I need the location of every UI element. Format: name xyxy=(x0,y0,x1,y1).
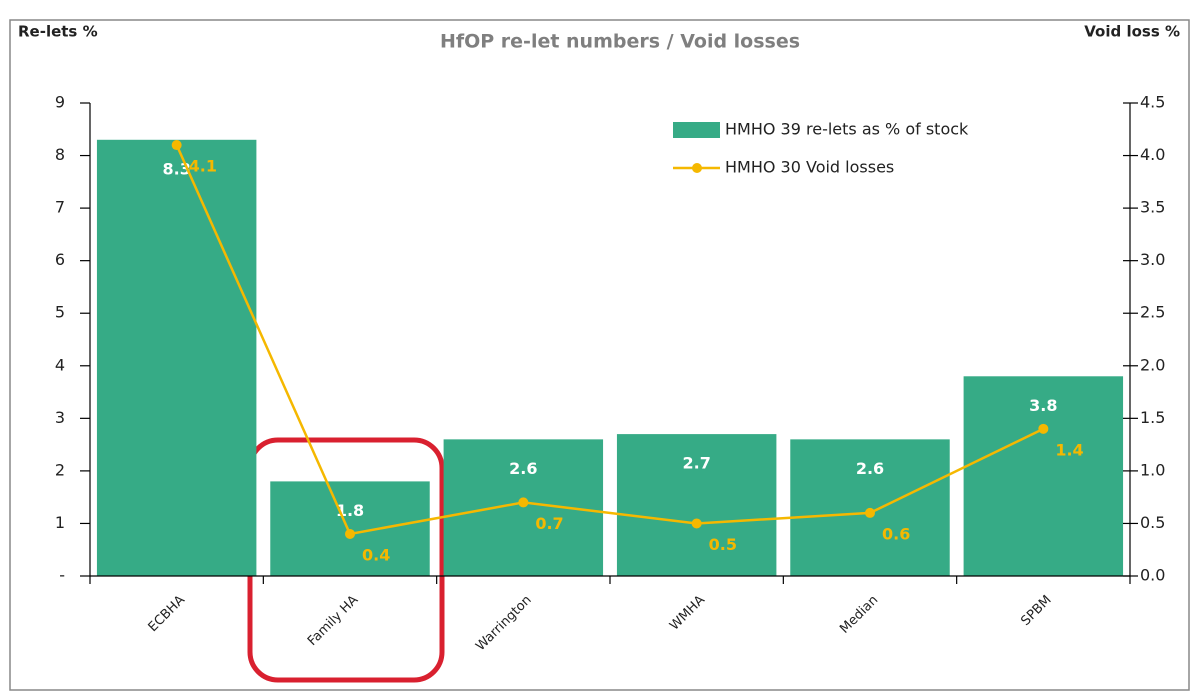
y2-tick-label: 4.0 xyxy=(1140,145,1165,164)
y-tick-label: 4 xyxy=(55,355,65,374)
bar-label: 2.6 xyxy=(856,459,884,478)
legend-label: HMHO 30 Void losses xyxy=(725,158,894,177)
legend-swatch xyxy=(673,122,720,138)
bar xyxy=(790,439,950,576)
line-point xyxy=(518,497,529,508)
legend-label: HMHO 39 re-lets as % of stock xyxy=(725,120,969,139)
line-label: 4.1 xyxy=(189,157,217,176)
y-tick-label: 8 xyxy=(55,145,65,164)
line-point xyxy=(865,507,875,518)
y-tick-label: 6 xyxy=(55,250,65,269)
y2-tick-label: 4.5 xyxy=(1140,93,1165,112)
line-label: 0.5 xyxy=(709,535,737,554)
line-label: 1.4 xyxy=(1055,440,1083,459)
y-axis-label: Re-lets % xyxy=(18,23,98,41)
line-label: 0.7 xyxy=(535,514,563,533)
line-point xyxy=(171,140,182,151)
y-tick-label: 7 xyxy=(55,198,65,217)
line-point xyxy=(1038,423,1049,434)
bar xyxy=(96,139,257,577)
y-tick-label: 3 xyxy=(55,408,65,427)
bar xyxy=(963,376,1124,576)
bar xyxy=(616,434,777,576)
line-point xyxy=(345,528,355,539)
y2-tick-label: 2.5 xyxy=(1140,303,1165,322)
y-tick-label: - xyxy=(59,566,65,585)
y2-tick-label: 3.5 xyxy=(1140,198,1165,217)
line-label: 0.6 xyxy=(882,524,910,543)
y2-tick-label: 2.0 xyxy=(1140,355,1165,374)
bar-label: 8.3 xyxy=(162,159,190,178)
line-point xyxy=(691,518,702,529)
bar xyxy=(270,481,430,576)
y2-tick-label: 0.5 xyxy=(1140,513,1165,532)
bar-label: 2.6 xyxy=(509,459,537,478)
bar-label: 3.8 xyxy=(1029,396,1057,415)
line xyxy=(175,144,1044,536)
y2-tick-label: 3.0 xyxy=(1140,250,1165,269)
legend-swatch xyxy=(692,163,702,173)
y2-tick-label: 1.5 xyxy=(1140,408,1165,427)
bar-label: 2.7 xyxy=(682,454,710,473)
y-tick-label: 2 xyxy=(55,460,65,479)
line-label: 0.4 xyxy=(362,545,390,564)
y-tick-label: 5 xyxy=(55,303,65,322)
y-tick-label: 1 xyxy=(55,513,65,532)
chart-title: HfOP re-let numbers / Void losses xyxy=(440,31,800,53)
y2-axis-label: Void loss % xyxy=(1084,23,1180,41)
y-tick-label: 9 xyxy=(55,93,65,112)
y2-tick-label: 1.0 xyxy=(1140,460,1165,479)
y2-tick-label: 0.0 xyxy=(1140,566,1165,585)
